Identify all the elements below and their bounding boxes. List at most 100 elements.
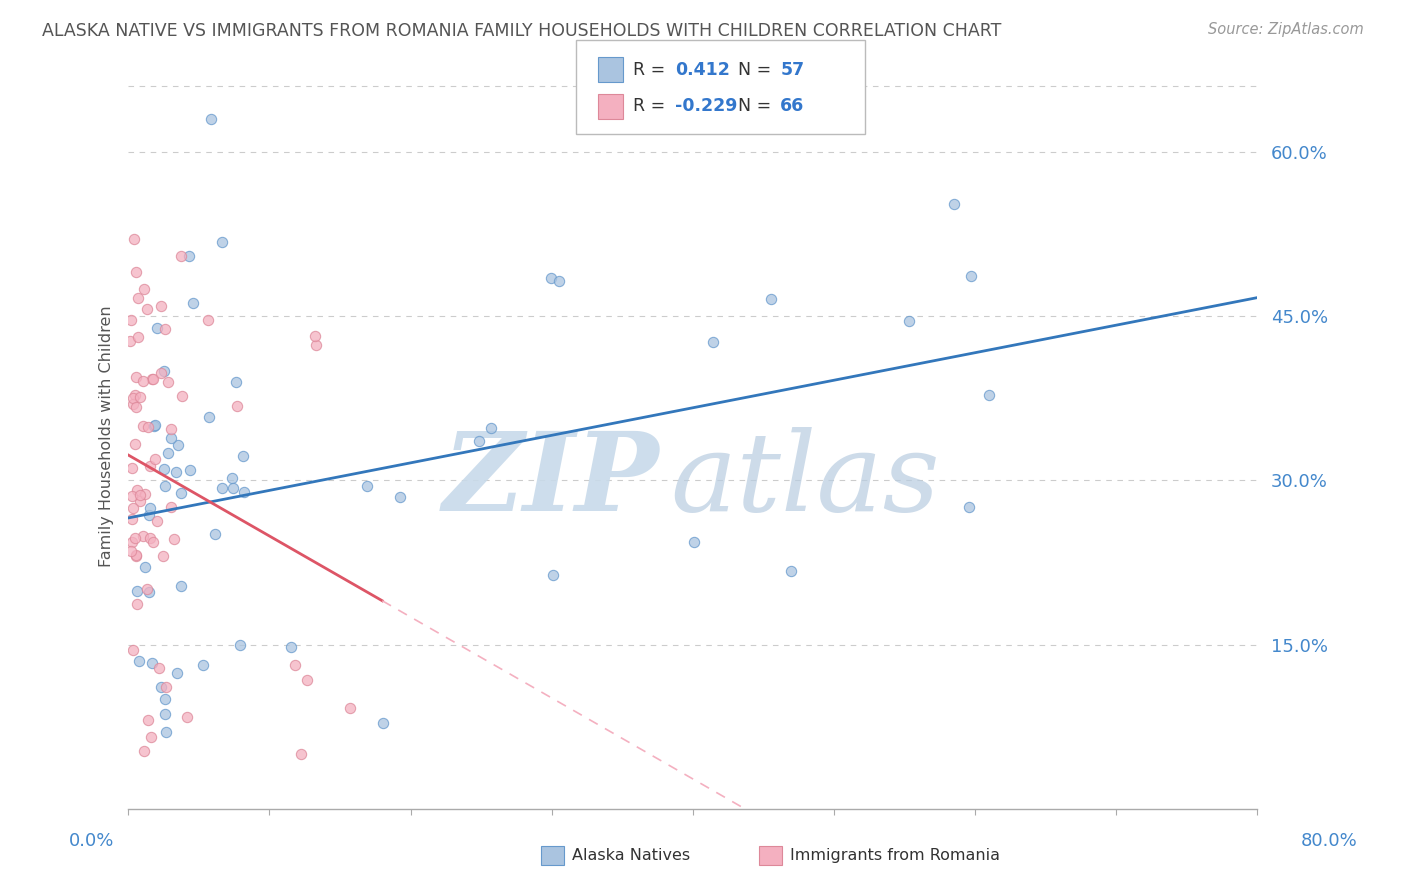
Point [295,673,318,688]
Point [960,268,983,283]
Point [132,282,155,296]
Text: -0.229: -0.229 [675,97,737,115]
Point [280,640,302,654]
Text: ZIP: ZIP [443,427,659,535]
Point [897,314,920,328]
Point [121,535,143,549]
Point [165,465,187,479]
Text: 0.412: 0.412 [675,61,730,78]
Point [290,747,312,762]
Point [124,549,146,563]
Point [170,248,193,262]
Point [143,418,166,433]
Point [138,584,160,599]
Point [172,389,194,403]
Text: ALASKA NATIVE VS IMMIGRANTS FROM ROMANIA FAMILY HOUSEHOLDS WITH CHILDREN CORRELA: ALASKA NATIVE VS IMMIGRANTS FROM ROMANIA… [42,22,1001,40]
Point [122,232,145,246]
Point [121,460,143,475]
Point [124,531,146,545]
Point [541,567,564,582]
Point [142,419,165,434]
Point [127,584,149,599]
Point [131,375,153,389]
Point [145,514,167,528]
Text: atlas: atlas [671,427,939,535]
Point [136,420,159,434]
Point [156,375,179,389]
Point [225,399,247,413]
Text: 80.0%: 80.0% [1301,831,1357,849]
Point [153,364,176,378]
Point [304,329,326,343]
Point [129,488,152,502]
Point [176,710,198,724]
Point [125,400,148,414]
Point [122,643,145,657]
Point [129,390,152,404]
Point [942,197,965,211]
Point [124,387,146,401]
Point [125,369,148,384]
Text: Alaska Natives: Alaska Natives [572,848,690,863]
Point [179,249,201,263]
Point [127,330,149,344]
Point [200,112,222,126]
Point [138,508,160,523]
Point [156,445,179,459]
Point [540,271,562,285]
Point [139,501,162,516]
Point [125,597,148,611]
Point [160,500,183,515]
Point [181,296,204,310]
Point [141,372,163,386]
Point [150,300,173,314]
Point [153,479,176,493]
Point [136,713,159,727]
Text: 57: 57 [780,61,804,78]
Point [136,582,159,596]
Point [125,548,148,562]
Point [166,665,188,680]
Point [150,680,173,694]
Point [121,501,143,516]
Point [198,409,221,424]
Point [142,534,165,549]
Point [197,312,219,326]
Point [132,529,155,543]
Text: R =: R = [633,97,671,115]
Point [120,543,142,558]
Point [204,527,226,541]
Y-axis label: Family Households with Children: Family Households with Children [100,306,114,567]
Point [224,376,246,390]
Point [761,292,783,306]
Point [120,334,142,349]
Point [389,490,412,504]
Point [148,661,170,675]
Point [135,301,157,316]
Point [121,489,143,503]
Point [979,388,1001,402]
Point [780,564,803,578]
Text: N =: N = [738,97,778,115]
Point [127,483,149,497]
Point [141,656,163,670]
Point [233,485,256,500]
Point [957,500,980,515]
Point [120,313,142,327]
Point [547,274,569,288]
Point [153,462,176,476]
Point [127,291,149,305]
Point [141,372,163,386]
Point [170,579,193,593]
Text: 66: 66 [780,97,804,115]
Point [682,535,704,549]
Point [139,458,162,473]
Text: N =: N = [738,61,778,78]
Point [132,419,155,434]
Point [125,265,148,279]
Point [222,482,245,496]
Point [134,559,156,574]
Point [167,438,190,452]
Point [221,471,243,485]
Point [153,692,176,706]
